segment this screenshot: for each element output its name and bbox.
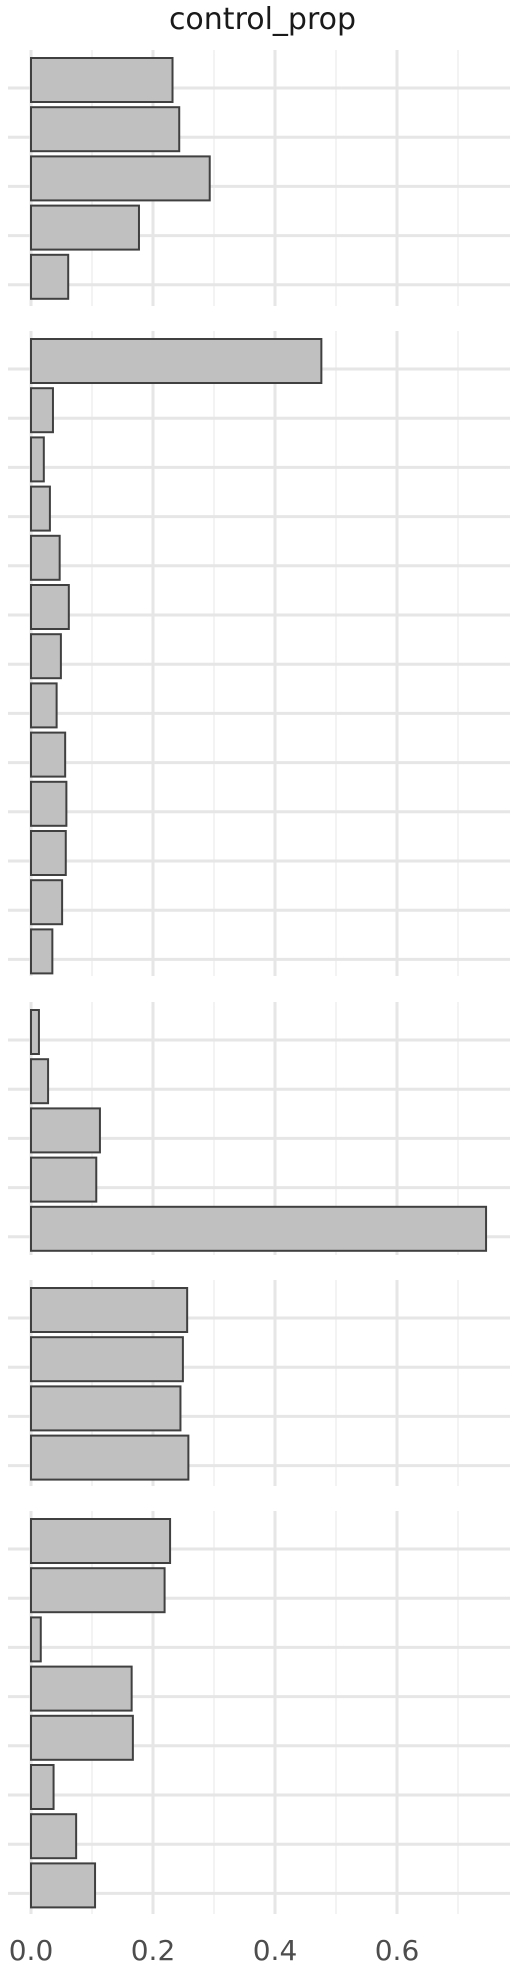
panel-2-bar [30,731,67,778]
panel-2-bar [30,633,62,680]
panel-3-bar [30,1156,98,1203]
panel-5-bar [30,1518,172,1564]
panel-1-bar [30,204,140,251]
panel-2-bar [30,534,61,581]
panel-2-bar [30,682,58,729]
panel-3-bar [30,1009,40,1055]
panel-2-bar [30,436,45,483]
x-tick-label: 0.2 [131,1934,176,1967]
panel-3-bar [30,1107,101,1154]
panel-5-bar [30,1764,55,1810]
panel-3-bar [30,1205,488,1252]
panel-2-bar [30,780,68,827]
panel-2-bar [30,584,70,630]
panel-5-bar [30,1567,166,1614]
panel-3-bar [30,1058,50,1105]
panel-1-bar [30,57,174,103]
panel-5-bar [30,1665,133,1712]
panel-1-bar [30,253,70,300]
x-tick-label: 0.4 [253,1934,298,1967]
panel-5-bar [30,1862,97,1909]
panel-2-bar [30,387,54,434]
panel-2-bar [30,338,323,384]
chart-title: control_prop [168,2,357,37]
x-tick-label: 0.0 [9,1934,54,1967]
panel-2-bar [30,485,51,532]
panel-1-bar [30,106,181,153]
panel-4-bar [30,1385,182,1432]
panel-5-bar [30,1714,134,1761]
panel-4-bar [30,1434,190,1481]
panel-2-bar [30,830,67,876]
panel-1-bar [30,155,211,202]
panel-5-bar [30,1813,78,1860]
panel-2-bar [30,879,64,926]
panel-4-bar [30,1287,189,1333]
x-tick-label: 0.6 [375,1934,420,1967]
panel-2-bar [30,928,54,975]
panel-5-bar [30,1616,42,1663]
panel-4-bar [30,1336,184,1383]
